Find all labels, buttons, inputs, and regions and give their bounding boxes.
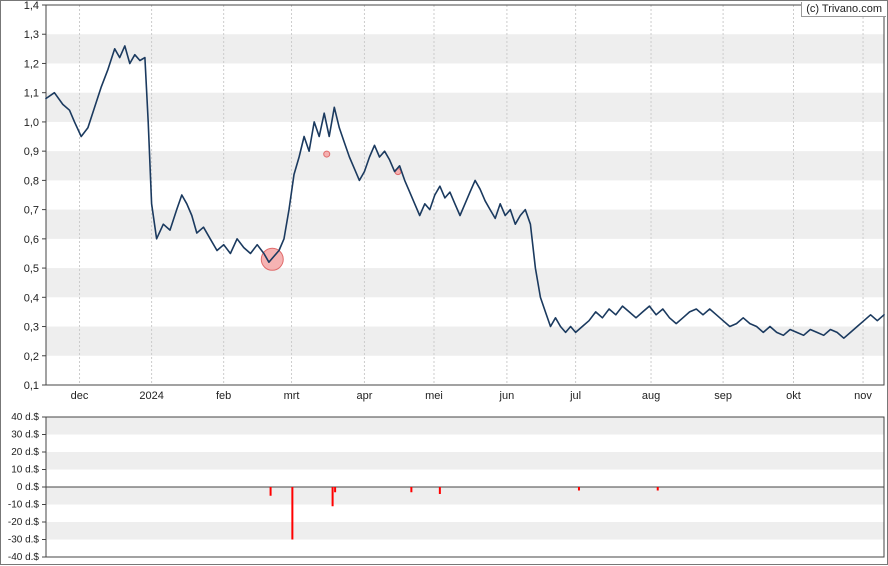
- svg-text:feb: feb: [216, 390, 231, 402]
- svg-text:1,2: 1,2: [24, 58, 39, 70]
- svg-text:2024: 2024: [139, 390, 163, 402]
- svg-text:20 d.$: 20 d.$: [11, 447, 39, 458]
- svg-text:0,7: 0,7: [24, 205, 39, 217]
- svg-text:-40 d.$: -40 d.$: [8, 552, 40, 563]
- svg-text:1,1: 1,1: [24, 88, 39, 100]
- svg-text:30 d.$: 30 d.$: [11, 430, 39, 441]
- svg-text:mei: mei: [425, 390, 443, 402]
- svg-text:sep: sep: [714, 390, 732, 402]
- chart-container: (c) Trivano.com 0,1 0,2 0,3 0,4 0,5 0,6 0,7 0,8…: [0, 0, 888, 565]
- svg-text:0,2: 0,2: [24, 351, 39, 363]
- svg-text:dec: dec: [71, 390, 89, 402]
- copyright-label: (c) Trivano.com: [801, 2, 886, 17]
- svg-text:apr: apr: [356, 390, 372, 402]
- svg-text:0,8: 0,8: [24, 175, 39, 187]
- svg-text:jul: jul: [569, 390, 581, 402]
- svg-text:40 d.$: 40 d.$: [11, 412, 39, 423]
- svg-text:0,9: 0,9: [24, 146, 39, 158]
- svg-text:-20 d.$: -20 d.$: [8, 517, 40, 528]
- svg-text:jun: jun: [499, 390, 515, 402]
- svg-text:0,3: 0,3: [24, 322, 39, 334]
- svg-text:10 d.$: 10 d.$: [11, 465, 39, 476]
- svg-text:okt: okt: [786, 390, 801, 402]
- svg-text:0,6: 0,6: [24, 234, 39, 246]
- svg-text:0,1: 0,1: [24, 380, 39, 392]
- chart-svg: 0,1 0,2 0,3 0,4 0,5 0,6 0,7 0,8 0,9 1,0 1,1 1,2 1,3 1…: [1, 1, 888, 566]
- svg-text:0,5: 0,5: [24, 263, 39, 275]
- svg-text:-30 d.$: -30 d.$: [8, 535, 40, 546]
- svg-text:-10 d.$: -10 d.$: [8, 500, 40, 511]
- svg-text:1,0: 1,0: [24, 117, 39, 129]
- svg-text:0 d.$: 0 d.$: [17, 482, 40, 493]
- svg-text:1,3: 1,3: [24, 29, 39, 41]
- svg-text:1,4: 1,4: [24, 1, 39, 12]
- svg-text:aug: aug: [642, 390, 660, 402]
- svg-text:0,4: 0,4: [24, 292, 39, 304]
- svg-text:mrt: mrt: [284, 390, 300, 402]
- svg-text:nov: nov: [854, 390, 872, 402]
